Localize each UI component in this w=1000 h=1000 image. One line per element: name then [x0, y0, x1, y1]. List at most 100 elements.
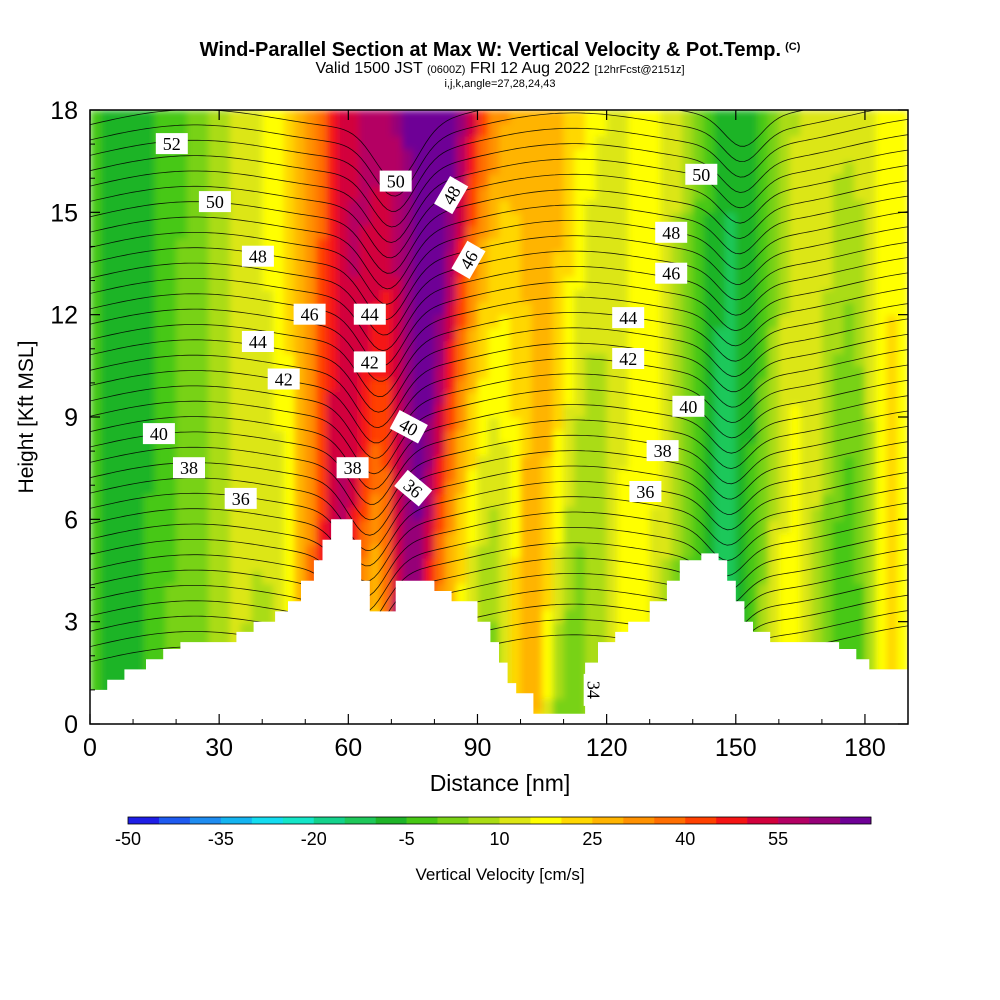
field-cell [197, 378, 210, 393]
field-cell [595, 391, 608, 406]
field-cell [251, 429, 264, 444]
field-cell [832, 480, 845, 495]
field-cell [864, 417, 877, 431]
field-cell [283, 519, 296, 533]
field-cell [638, 519, 651, 533]
field-cell [811, 289, 823, 303]
field-cell [681, 225, 694, 239]
field-cell [638, 225, 651, 239]
field-cell [176, 173, 188, 188]
field-cell [488, 391, 500, 406]
field-cell [165, 365, 177, 380]
x-tick-label: 120 [586, 734, 628, 762]
field-cell [283, 340, 296, 354]
field-cell [832, 493, 845, 508]
field-cell [714, 161, 726, 175]
field-cell [843, 173, 855, 188]
field-cell [477, 199, 490, 214]
field-cell [111, 493, 124, 508]
field-cell [789, 634, 802, 649]
field-cell [563, 110, 576, 124]
field-cell [176, 493, 188, 508]
field-cell [703, 353, 716, 367]
field-cell [542, 314, 554, 329]
theta-contour [90, 226, 908, 321]
colorbar-swatch [499, 817, 531, 824]
field-cell [283, 212, 296, 226]
theta-contour [90, 110, 807, 182]
field-cell [412, 468, 425, 482]
field-cell [595, 289, 608, 303]
theta-contour [90, 395, 908, 490]
field-cell [219, 378, 231, 393]
field-cell [778, 378, 791, 393]
field-cell [176, 314, 188, 329]
valid-zulu: (0600Z) [426, 64, 466, 76]
field-cell [800, 493, 812, 508]
field-cell [692, 506, 705, 521]
colorbar-swatch [158, 817, 191, 824]
field-cell [294, 455, 307, 469]
field-cell [122, 237, 134, 252]
field-cell [240, 289, 253, 303]
field-cell [821, 161, 834, 175]
field-cell [316, 225, 328, 239]
field-cell [725, 493, 737, 508]
field-cell [229, 417, 242, 431]
field-cell [660, 519, 673, 533]
field-cell [499, 353, 511, 367]
field-cell [423, 263, 436, 278]
field-cell [585, 122, 597, 137]
field-cell [186, 532, 199, 546]
field-cell [326, 301, 339, 316]
field-cell [595, 634, 608, 649]
field-cell [316, 135, 328, 150]
field-cell [219, 263, 231, 278]
field-cell [811, 621, 823, 636]
field-cell [714, 378, 726, 393]
field-cell [100, 634, 113, 649]
field-cell [100, 519, 113, 533]
field-cell [455, 493, 468, 508]
field-cell [391, 161, 403, 175]
field-cell [219, 621, 231, 636]
field-cell [735, 378, 748, 393]
field-cell [897, 647, 908, 661]
field-cell [832, 212, 845, 226]
field-cell [875, 161, 888, 175]
field-cell [348, 519, 360, 533]
field-cell [768, 583, 780, 597]
field-cell [574, 327, 586, 342]
field-cell [843, 429, 855, 444]
field-cell [294, 480, 307, 495]
field-cell [100, 621, 113, 636]
field-cell [746, 519, 759, 533]
field-cell [585, 340, 597, 354]
colorbar-swatch [375, 817, 407, 824]
field-cell [165, 340, 177, 354]
field-cell [229, 596, 242, 610]
field-cell [821, 404, 834, 418]
field-cell [305, 429, 317, 444]
contour-label-box [267, 368, 300, 390]
field-cell [703, 468, 716, 482]
field-cell [520, 314, 533, 329]
field-cell [746, 455, 759, 469]
field-cell [725, 276, 737, 290]
field-cell [165, 148, 177, 162]
field-cell [391, 148, 403, 162]
field-cell [154, 161, 167, 175]
field-cell [326, 212, 339, 226]
field-cell [423, 442, 436, 457]
field-cell [821, 353, 834, 367]
field-cell [337, 276, 350, 290]
field-cell [552, 289, 565, 303]
field-cell [563, 199, 576, 214]
field-cell [369, 596, 382, 610]
field-cell [380, 314, 393, 329]
field-cell [660, 314, 673, 329]
field-cell [240, 570, 253, 585]
field-cell [455, 455, 468, 469]
field-cell [638, 455, 651, 469]
field-cell [735, 532, 748, 546]
